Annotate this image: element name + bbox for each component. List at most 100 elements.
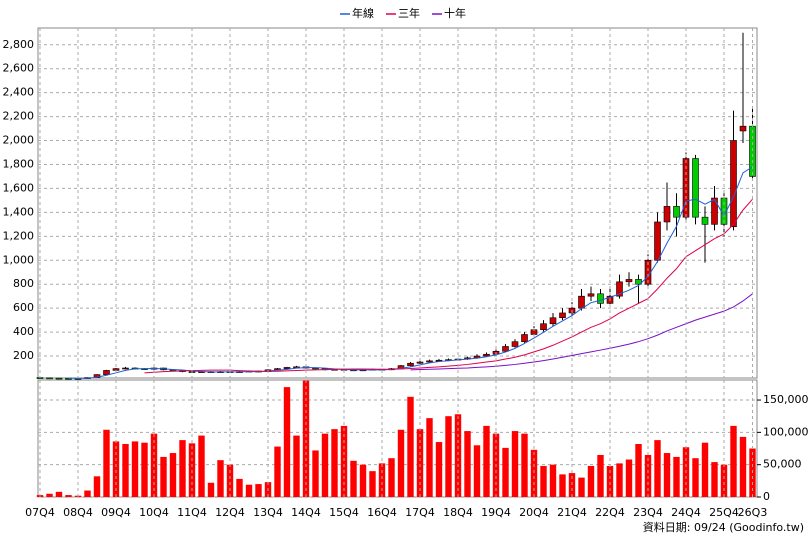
candle-body: [283, 367, 291, 369]
ma-line: [410, 293, 753, 371]
volume-bar: [625, 459, 633, 497]
volume-bar: [654, 440, 661, 497]
volume-bar: [701, 442, 709, 497]
y-tick-label: 800: [13, 277, 34, 290]
x-tick-label: 09Q4: [101, 506, 131, 519]
candle-body: [549, 317, 557, 325]
y-tick-label: 2,000: [3, 134, 35, 147]
candle-body: [407, 362, 414, 366]
candle-body: [682, 158, 690, 218]
volume-bar: [302, 380, 310, 497]
y-tick-label: 1,200: [3, 229, 35, 242]
candle-body: [663, 206, 671, 223]
volume-bar: [473, 445, 481, 497]
volume-bar: [122, 443, 129, 497]
candle-body: [521, 334, 528, 342]
volume-bar: [635, 443, 642, 497]
y-tick-label: 200: [13, 349, 34, 362]
volume-bar: [350, 460, 357, 497]
volume-bar: [606, 465, 614, 497]
legend: 年線 三年 十年: [340, 6, 466, 20]
volume-bar: [739, 436, 747, 497]
volume-bar: [407, 396, 414, 497]
volume-bar: [416, 429, 424, 497]
y-tick-label: 2,800: [3, 38, 35, 51]
volume-bar: [236, 478, 243, 497]
candle-body: [616, 281, 623, 297]
x-tick-label: 26Q3: [738, 506, 768, 519]
volume-bar: [426, 418, 433, 497]
volume-bar: [511, 431, 519, 497]
volume-bar: [179, 440, 186, 497]
volume-bar: [720, 464, 728, 497]
x-tick-label: 20Q4: [519, 506, 549, 519]
candle-body: [483, 353, 490, 357]
volume-bar: [540, 465, 547, 497]
volume-bar: [587, 465, 595, 497]
candle-body: [416, 361, 424, 364]
x-tick-label: 07Q4: [25, 506, 55, 519]
x-tick-label: 17Q4: [405, 506, 435, 519]
x-tick-label: 22Q4: [595, 506, 625, 519]
volume-bar: [131, 441, 139, 497]
volume-bar: [616, 463, 623, 497]
volume-bar: [283, 387, 291, 497]
volume-bar: [169, 453, 177, 497]
ma-line: [144, 198, 753, 374]
y-tick-label: 400: [13, 325, 34, 338]
volume-bar: [103, 429, 110, 497]
volume-bar: [245, 484, 253, 497]
candle-body: [597, 293, 604, 304]
volume-bar: [559, 474, 566, 497]
candle-body: [46, 377, 53, 380]
volume-bar: [255, 484, 262, 497]
volume-bar: [46, 493, 53, 497]
y-tick-label: 50,000: [763, 458, 802, 471]
candle-body: [635, 279, 642, 285]
x-tick-label: 21Q4: [557, 506, 587, 519]
volume-bar: [711, 462, 718, 497]
volume-bar: [321, 433, 329, 497]
candle-body: [426, 360, 433, 363]
candle-body: [540, 323, 547, 331]
volume-bar: [568, 473, 576, 497]
volume-bar: [730, 425, 737, 497]
volume-bar: [112, 441, 120, 497]
volume-bar: [369, 471, 376, 497]
candle-body: [122, 367, 129, 370]
volume-bar: [521, 433, 528, 497]
x-tick-label: 14Q4: [291, 506, 321, 519]
x-tick-label: 19Q4: [481, 506, 511, 519]
volume-bar: [84, 490, 91, 497]
candle-body: [673, 206, 680, 218]
volume-bar: [530, 449, 538, 497]
candle-body: [559, 312, 566, 319]
x-tick-label: 24Q4: [671, 506, 701, 519]
volume-bar: [312, 450, 319, 497]
volume-bar: [217, 460, 224, 497]
x-tick-label: 11Q4: [177, 506, 207, 519]
price-panel: [37, 27, 758, 379]
volume-bar: [331, 429, 338, 497]
candle-body: [654, 221, 661, 261]
volume-bar: [445, 416, 452, 497]
candle-body: [701, 216, 709, 225]
y-tick-label: 150,000: [763, 393, 808, 406]
volume-bar: [644, 454, 652, 497]
volume-bar: [578, 477, 585, 497]
volume-bar: [359, 464, 367, 497]
footer-note: 資料日期: 09/24 (Goodinfo.tw): [643, 520, 804, 534]
y-tick-label: 100,000: [763, 425, 808, 438]
candle-body: [587, 293, 595, 297]
candle-body: [730, 140, 737, 228]
volume-bar: [207, 482, 215, 497]
volume-bar: [198, 435, 205, 497]
volume-bar: [378, 463, 386, 497]
y-tick-label: 1,800: [3, 157, 35, 170]
volume-bar: [464, 431, 471, 497]
volume-bar: [454, 414, 462, 497]
candle-body: [578, 295, 585, 309]
candle-body: [739, 125, 747, 132]
candle-body: [711, 197, 718, 225]
